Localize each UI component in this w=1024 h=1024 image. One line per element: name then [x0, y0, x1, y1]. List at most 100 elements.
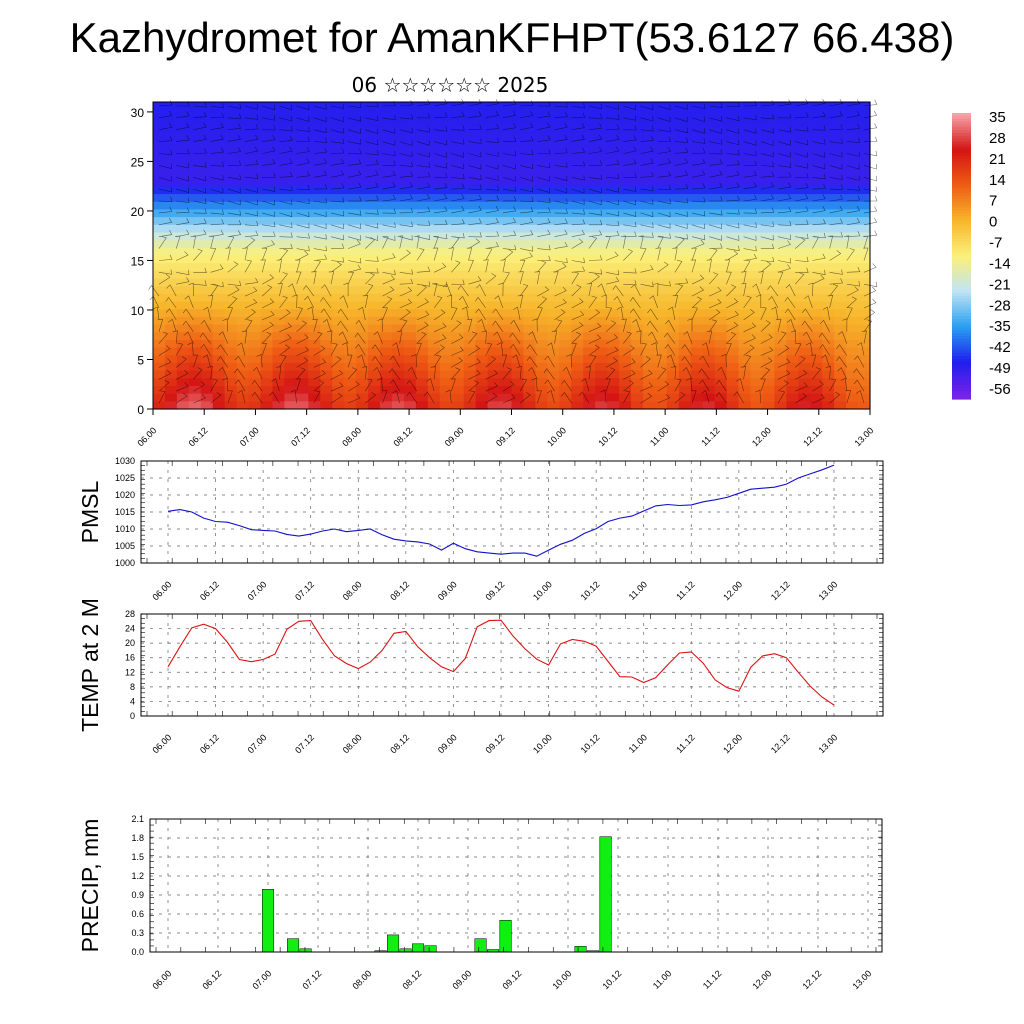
colorbar-label: -42	[989, 339, 1011, 356]
pmsl-xtick-label: 11.12	[674, 579, 697, 602]
heatmap-xtick-label: 09.00	[443, 425, 466, 448]
pmsl-xtick-label: 12.12	[769, 579, 792, 602]
pmsl-ytick-label: 1025	[115, 473, 135, 483]
temp-xtick-label: 11.00	[627, 732, 650, 755]
precip-ytick-label: 0.0	[131, 947, 144, 957]
temp-xtick-label: 10.00	[531, 732, 554, 755]
heatmap-xtick-label: 11.12	[699, 425, 722, 448]
precip-xtick-label: 10.00	[550, 968, 573, 991]
temp-ytick-label: 0	[130, 711, 135, 721]
precip-xtick-label: 09.12	[500, 968, 523, 991]
temp-ytick-label: 20	[125, 638, 135, 648]
temp-xtick-label: 07.12	[293, 732, 316, 755]
heatmap-xtick-label: 10.00	[545, 425, 568, 448]
temp-ytick-label: 24	[125, 624, 135, 634]
precip-xtick-label: 09.00	[450, 968, 473, 991]
heatmap-ytick-label: 10	[131, 304, 145, 318]
precip-xtick-label: 08.12	[400, 968, 423, 991]
heatmap-ytick-label: 5	[137, 353, 144, 367]
pmsl-xtick-label: 07.00	[246, 579, 269, 602]
precip-xtick-label: 10.12	[600, 968, 623, 991]
precip-xtick-label: 08.00	[350, 968, 373, 991]
pmsl-xtick-label: 10.12	[579, 579, 602, 602]
colorbar-label: -56	[989, 381, 1011, 398]
precip-xtick-label: 07.12	[300, 968, 323, 991]
precip-xtick-label: 12.00	[750, 968, 773, 991]
heatmap-xtick-label: 10.12	[596, 425, 619, 448]
heatmap-ytick-label: 15	[131, 254, 145, 268]
precip-bar	[599, 836, 612, 953]
temp-xtick-label: 13.00	[816, 732, 839, 755]
colorbar-label: 35	[989, 109, 1006, 126]
precip-xtick-label: 11.00	[651, 968, 674, 991]
precip-xtick-label: 12.12	[800, 968, 823, 991]
heatmap-ytick-label: 30	[131, 106, 145, 120]
colorbar-label: 14	[989, 172, 1006, 189]
heatmap-xtick-label: 08.00	[340, 425, 363, 448]
precip-ytick-label: 2.1	[131, 814, 144, 824]
heatmap-ytick-label: 25	[131, 155, 145, 169]
heatmap-xtick-label: 09.12	[494, 425, 517, 448]
precip-xtick-label: 06.12	[200, 968, 223, 991]
chart-subtitle: 06 ☆☆☆☆☆☆ 2025	[351, 73, 549, 97]
precip-bar	[262, 889, 275, 953]
heatmap-xtick-label: 11.00	[648, 425, 671, 448]
pmsl-xtick-label: 08.00	[341, 579, 364, 602]
precip-xtick-label: 07.00	[250, 968, 273, 991]
temp-xtick-label: 06.12	[198, 732, 221, 755]
pmsl-ylabel: PMSL	[77, 480, 103, 543]
temp-xtick-label: 08.00	[341, 732, 364, 755]
heatmap-xtick-label: 08.12	[391, 425, 414, 448]
temp-series-line	[167, 619, 835, 706]
pmsl-ytick-label: 1030	[115, 456, 135, 466]
colorbar-label: -49	[989, 360, 1011, 377]
pmsl-xtick-label: 09.12	[483, 579, 506, 602]
heatmap-xtick-label: 07.12	[289, 425, 312, 448]
pmsl-xtick-label: 07.12	[293, 579, 316, 602]
temp-ytick-label: 4	[130, 696, 135, 706]
temp-ytick-label: 16	[125, 653, 135, 663]
pmsl-xtick-label: 06.00	[150, 579, 173, 602]
temp-ytick-label: 12	[125, 667, 135, 677]
precip-xtick-label: 06.00	[150, 968, 173, 991]
heatmap-xtick-label: 06.12	[187, 425, 210, 448]
cross-section-heatmap	[153, 102, 871, 410]
temp-xtick-label: 10.12	[579, 732, 602, 755]
pmsl-ytick-label: 1015	[115, 507, 135, 517]
precip-bar	[424, 945, 437, 953]
precip-xtick-label: 11.12	[701, 968, 724, 991]
temp-xtick-label: 12.12	[769, 732, 792, 755]
precip-bar	[574, 946, 587, 953]
colorbar	[952, 113, 971, 400]
precip-ytick-label: 1.5	[131, 852, 144, 862]
colorbar-label: -35	[989, 318, 1011, 335]
heatmap-xtick-label: 12.12	[801, 425, 824, 448]
colorbar-label: -14	[989, 255, 1011, 272]
chart-title: Kazhydromet for AmanKFHPT(53.6127 66.438…	[69, 14, 955, 61]
precip-ytick-label: 1.2	[131, 871, 144, 881]
pmsl-xtick-label: 08.12	[388, 579, 411, 602]
temp-ytick-label: 28	[125, 609, 135, 619]
heatmap-xtick-label: 07.00	[238, 425, 261, 448]
precip-frame	[149, 818, 883, 953]
heatmap-xtick-label: 12.00	[750, 425, 773, 448]
pmsl-ytick-label: 1020	[115, 490, 135, 500]
precip-bar	[499, 920, 512, 953]
precip-ytick-label: 0.9	[131, 890, 144, 900]
precip-bar	[387, 934, 400, 953]
pmsl-ytick-label: 1010	[115, 524, 135, 534]
temp-xtick-label: 12.00	[721, 732, 744, 755]
temp-ytick-label: 8	[130, 682, 135, 692]
pmsl-xtick-label: 06.12	[198, 579, 221, 602]
pmsl-series-line	[167, 464, 835, 557]
colorbar-label: -28	[989, 297, 1011, 314]
precip-ytick-label: 0.6	[131, 909, 144, 919]
temp-ylabel: TEMP at 2 M	[77, 598, 103, 732]
precip-bar	[474, 938, 487, 953]
temp-xtick-label: 09.12	[483, 732, 506, 755]
temp-xtick-label: 06.00	[150, 732, 173, 755]
colorbar-label: -21	[989, 276, 1011, 293]
temp-xtick-label: 09.00	[436, 732, 459, 755]
colorbar-label: 28	[989, 130, 1006, 147]
